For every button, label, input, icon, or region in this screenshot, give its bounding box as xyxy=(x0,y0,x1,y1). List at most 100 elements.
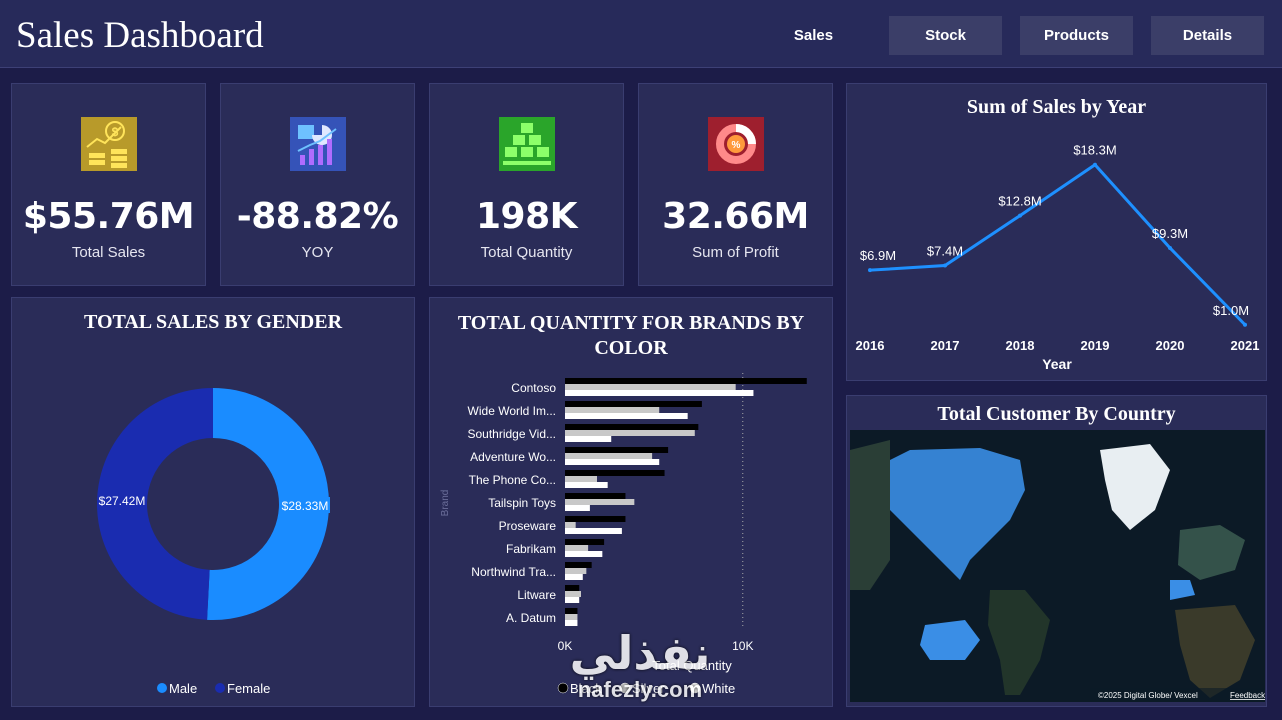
data-label: $7.4M xyxy=(927,244,963,259)
bar-silver[interactable] xyxy=(565,384,736,390)
bar-silver[interactable] xyxy=(565,614,578,620)
north-america-region[interactable] xyxy=(870,448,1025,580)
bar-silver[interactable] xyxy=(565,499,635,505)
x-tick-label: 10K xyxy=(732,639,753,653)
bar-black[interactable] xyxy=(565,401,702,407)
bar-silver[interactable] xyxy=(565,476,597,482)
bar-black[interactable] xyxy=(565,470,665,476)
bar-black[interactable] xyxy=(565,378,807,384)
legend-marker xyxy=(557,682,569,694)
data-label: $6.9M xyxy=(860,248,896,263)
south-america-region[interactable] xyxy=(988,590,1050,695)
sales-by-year-panel: Sum of Sales by Year $6.9M 2016 $7.4M 2017 $… xyxy=(846,83,1267,381)
bar-silver[interactable] xyxy=(565,568,587,574)
line-point[interactable] xyxy=(1093,162,1097,167)
bar-white[interactable] xyxy=(565,505,590,511)
donut-slice-female[interactable] xyxy=(97,388,213,620)
tab-stock[interactable]: Stock xyxy=(889,16,1002,55)
percent-donut-icon: % xyxy=(707,117,764,171)
kpi-card-total-sales: $ $55.76M Total Sales xyxy=(11,83,206,286)
greenland-region[interactable] xyxy=(1100,444,1170,530)
chart-title: Sum of Sales by Year xyxy=(966,96,1147,118)
donut-slice-male[interactable] xyxy=(207,388,330,620)
x-axis-label: Total Quantity xyxy=(652,658,732,673)
bar-white[interactable] xyxy=(565,551,603,557)
bar-white[interactable] xyxy=(565,390,754,396)
australia-region[interactable] xyxy=(920,620,980,660)
tab-details[interactable]: Details xyxy=(1151,16,1264,55)
europe-region[interactable] xyxy=(1178,525,1245,580)
category-label: Southridge Vid... xyxy=(467,427,556,441)
bar-silver[interactable] xyxy=(565,430,695,436)
bar-black[interactable] xyxy=(565,539,605,545)
sales-by-gender-chart: $28.33M $27.42M Male Female xyxy=(97,388,330,696)
x-tick-label: 2020 xyxy=(1156,338,1185,353)
tab-products[interactable]: Products xyxy=(1020,16,1133,55)
africa-region[interactable] xyxy=(1175,605,1255,698)
bar-white[interactable] xyxy=(565,436,612,442)
category-label: Fabrikam xyxy=(506,542,556,556)
bar-white[interactable] xyxy=(565,620,578,626)
watermark: نفذلي nafezly.com xyxy=(560,628,720,702)
line-point[interactable] xyxy=(868,268,872,273)
line-point[interactable] xyxy=(943,263,947,268)
x-axis-label: Year xyxy=(1042,356,1072,372)
bar-silver[interactable] xyxy=(565,522,576,528)
sales-by-year-chart: $6.9M 2016 $7.4M 2017 $12.8M 2018 $18.3M 2019 $9… xyxy=(856,143,1260,372)
bar-silver[interactable] xyxy=(565,545,589,551)
bar-black[interactable] xyxy=(565,493,626,499)
bar-black[interactable] xyxy=(565,562,592,568)
growth-chart-icon xyxy=(289,117,346,171)
kpi-label: Total Quantity xyxy=(480,244,573,261)
kpi-card-total-quantity: 198K Total Quantity xyxy=(429,83,624,286)
legend-entry-silver[interactable]: Silver xyxy=(632,681,665,696)
bar-silver[interactable] xyxy=(565,407,660,413)
kpi-value: $55.76M xyxy=(22,196,195,237)
brand-quantity-panel: TOTAL QUANTITY FOR BRANDS BY COLOR Conto… xyxy=(429,297,833,707)
bar-white[interactable] xyxy=(565,574,583,580)
legend-entry-male[interactable]: Male xyxy=(169,681,197,696)
kpi-label: Total Sales xyxy=(71,244,146,261)
bar-black[interactable] xyxy=(565,608,578,614)
bar-white[interactable] xyxy=(565,413,688,419)
tab-sales[interactable]: Sales xyxy=(793,27,834,44)
svg-text:%: % xyxy=(731,140,740,151)
category-label: Litware xyxy=(517,588,556,602)
kpi-value: 198K xyxy=(475,196,578,237)
line-point[interactable] xyxy=(1018,213,1022,218)
line-point[interactable] xyxy=(1168,245,1172,250)
bar-black[interactable] xyxy=(565,516,626,522)
category-label: A. Datum xyxy=(506,611,556,625)
legend-entry-female[interactable]: Female xyxy=(227,681,270,696)
money-coins-icon: $ xyxy=(80,117,137,171)
europe-highlight-region[interactable] xyxy=(1170,580,1195,600)
bar-white[interactable] xyxy=(565,482,608,488)
bar-silver[interactable] xyxy=(565,453,653,459)
customer-map-panel: Total Customer By Country ©2025 Digital … xyxy=(846,395,1267,707)
bar-silver[interactable] xyxy=(565,591,581,597)
legend-entry-black[interactable]: Black xyxy=(570,681,602,696)
bar-white[interactable] xyxy=(565,459,660,465)
x-tick-label: 2019 xyxy=(1081,338,1110,353)
bar-white[interactable] xyxy=(565,597,580,603)
world-map[interactable]: ©2025 Digital Globe/ Vexcel Feedback xyxy=(850,430,1265,702)
sales-line xyxy=(869,162,1247,326)
x-tick-label: 2017 xyxy=(931,338,960,353)
chart-title: TOTAL SALES BY GENDER xyxy=(83,311,343,333)
bar-black[interactable] xyxy=(565,585,580,591)
bar-black[interactable] xyxy=(565,424,699,430)
kpi-label: YOY xyxy=(301,244,334,261)
category-label: Proseware xyxy=(499,519,557,533)
asia-region[interactable] xyxy=(850,440,890,590)
bar-black[interactable] xyxy=(565,447,669,453)
line-point[interactable] xyxy=(1243,322,1247,327)
category-label: Wide World Im... xyxy=(468,404,556,418)
map-feedback-link[interactable]: Feedback xyxy=(1230,691,1265,700)
kpi-label: Sum of Profit xyxy=(692,244,779,261)
bar-white[interactable] xyxy=(565,528,622,534)
y-axis-label: Brand xyxy=(440,490,451,517)
category-label: Tailspin Toys xyxy=(488,496,556,510)
x-tick-label: 2018 xyxy=(1006,338,1035,353)
boxes-icon xyxy=(498,117,555,171)
legend-entry-white[interactable]: White xyxy=(702,681,735,696)
